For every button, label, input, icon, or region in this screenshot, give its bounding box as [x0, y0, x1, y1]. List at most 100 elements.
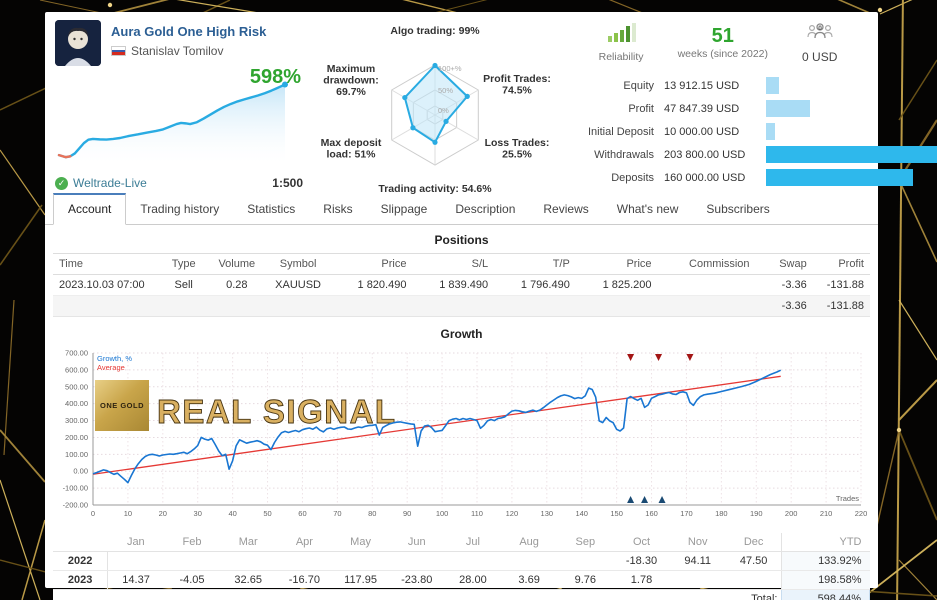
stat-row-profit: Profit 47 847.39 USD	[568, 97, 868, 120]
tab-risks[interactable]: Risks	[323, 202, 353, 216]
withdrawal-marker	[686, 354, 694, 361]
tab-reviews[interactable]: Reviews	[543, 202, 589, 216]
one-gold-badge-text: ONE GOLD	[100, 401, 144, 410]
svg-text:200.00: 200.00	[65, 433, 88, 442]
positions-col-header: Commission	[657, 253, 756, 275]
positions-total-cell	[208, 295, 266, 317]
monthly-cell: 32.65	[220, 570, 277, 590]
signal-author[interactable]: Stanislav Tomilov	[131, 44, 224, 58]
svg-text:140: 140	[575, 509, 588, 518]
signal-title[interactable]: Aura Gold One High Risk	[111, 24, 267, 39]
monthly-cell: 1.78	[613, 570, 670, 590]
svg-text:100.00: 100.00	[65, 450, 88, 459]
profile: Aura Gold One High Risk Stanislav Tomilo…	[55, 20, 303, 66]
positions-total-cell	[330, 295, 413, 317]
stat-row-equity: Equity 13 912.15 USD	[568, 74, 868, 97]
position-cell: -3.36	[755, 274, 813, 296]
stat-bar	[766, 146, 937, 163]
positions-col-header: Type	[159, 253, 209, 275]
monthly-cell	[276, 551, 333, 571]
position-cell: 2023.10.03 07:00	[53, 274, 160, 296]
deposit-marker	[641, 496, 649, 503]
positions-col-header: T/P	[494, 253, 576, 275]
svg-text:100: 100	[436, 509, 449, 518]
account-summary: Aura Gold One High Risk Stanislav Tomilo…	[55, 20, 303, 194]
tab-trading-history[interactable]: Trading history	[140, 202, 220, 216]
svg-text:180: 180	[715, 509, 728, 518]
monthly-col-header	[53, 533, 108, 552]
monthly-ytd: 133.92%	[781, 551, 870, 571]
svg-text:30: 30	[194, 509, 202, 518]
monthly-col-header: Dec	[725, 533, 782, 552]
monthly-total-value: 598.44%	[781, 589, 870, 600]
monthly-col-header: Nov	[669, 533, 726, 552]
svg-text:0: 0	[91, 509, 95, 518]
weeks-label: weeks (since 2022)	[677, 48, 769, 60]
signal-author-row: Stanislav Tomilov	[111, 44, 266, 58]
deposit-marker	[658, 496, 666, 503]
svg-text:50%: 50%	[438, 86, 453, 95]
tab-subscribers[interactable]: Subscribers	[706, 202, 770, 216]
svg-text:220: 220	[855, 509, 868, 518]
stat-label: Profit	[628, 102, 654, 115]
monthly-row: 2023 14.37 -4.05 32.65 -16.70 117.95 -23.80 28.…	[53, 570, 870, 590]
account-growth-sparkline: 598%	[55, 66, 303, 170]
tab-statistics[interactable]: Statistics	[247, 202, 296, 216]
monthly-cell	[163, 551, 221, 571]
positions-total-cell	[265, 295, 331, 317]
positions-col-header: Price	[330, 253, 413, 275]
position-cell: 1 820.490	[330, 274, 413, 296]
svg-text:170: 170	[680, 509, 693, 518]
svg-text:700.00: 700.00	[65, 349, 88, 358]
svg-text:Trading activity: 54.6%: Trading activity: 54.6%	[378, 183, 492, 195]
monthly-cell: -16.70	[276, 570, 333, 590]
position-cell: 1 796.490	[494, 274, 576, 296]
svg-text:50: 50	[263, 509, 271, 518]
svg-text:210: 210	[820, 509, 833, 518]
one-gold-badge	[95, 380, 149, 431]
tab-slippage[interactable]: Slippage	[380, 202, 428, 216]
monthly-total-row: Total: 598.44%	[53, 589, 870, 600]
avatar[interactable]	[55, 20, 101, 66]
account-stats-panel: Reliability 51 weeks (since 2022)	[562, 20, 937, 194]
leverage-value: 1:500	[272, 176, 303, 190]
positions-col-header: Time	[53, 253, 160, 275]
monthly-ytd: 198.58%	[781, 570, 870, 590]
svg-text:20: 20	[159, 509, 167, 518]
svg-text:60: 60	[298, 509, 306, 518]
positions-total-cell	[494, 295, 576, 317]
withdrawal-marker	[627, 354, 635, 361]
monthly-col-header: Feb	[163, 533, 221, 552]
reliability-bars-icon	[608, 23, 637, 42]
tab-account[interactable]: Account	[53, 193, 127, 225]
svg-text:100+%: 100+%	[438, 64, 462, 73]
monthly-col-header: Jan	[107, 533, 164, 552]
price-metric: 0 0 USD	[802, 22, 837, 74]
svg-text:150: 150	[610, 509, 623, 518]
svg-text:400.00: 400.00	[65, 399, 88, 408]
stat-value: 47 847.39 USD	[664, 102, 740, 115]
positions-total-cell	[53, 295, 160, 317]
positions-total-cell: -3.36	[755, 295, 813, 317]
tab-description[interactable]: Description	[455, 202, 516, 216]
tab-what-s-new[interactable]: What's new	[616, 202, 679, 216]
stat-row-deposits: Deposits 160 000.00 USD	[568, 166, 913, 189]
tab-bar: Account Trading history Statistics Risks Sli…	[45, 193, 878, 225]
deposit-marker	[627, 496, 635, 503]
positions-col-header: Swap	[755, 253, 813, 275]
monthly-col-header: YTD	[781, 533, 870, 552]
svg-text:-100.00: -100.00	[63, 484, 88, 493]
monthly-cell: -18.30	[613, 551, 670, 571]
stat-value: 13 912.15 USD	[664, 79, 740, 92]
monthly-col-header: Mar	[220, 533, 277, 552]
russia-flag-icon	[111, 46, 126, 56]
positions-col-header: Profit	[812, 253, 870, 275]
broker-row[interactable]: ✓ Weltrade-Live	[55, 176, 147, 190]
monthly-col-header: May	[332, 533, 389, 552]
monthly-cell: 94.11	[669, 551, 726, 571]
monthly-cell	[107, 551, 164, 571]
svg-text:130: 130	[541, 509, 554, 518]
growth-title: Growth	[440, 327, 483, 341]
svg-text:200: 200	[785, 509, 798, 518]
